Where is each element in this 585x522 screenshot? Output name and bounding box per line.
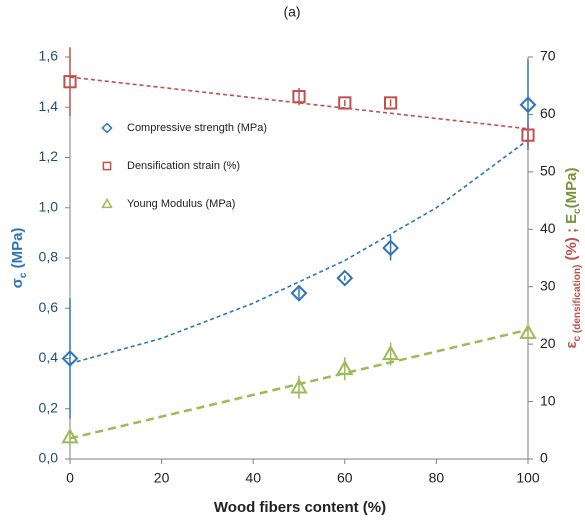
y2-tick-label: 70 <box>540 48 556 64</box>
x-axis-label: Wood fibers content (%) <box>214 499 386 516</box>
y-axis-label-part: c <box>18 272 29 278</box>
marker <box>521 128 535 142</box>
marker <box>61 350 79 367</box>
marker <box>336 269 354 287</box>
x-tick-label: 60 <box>337 470 353 486</box>
y2-tick-label: 0 <box>540 450 548 466</box>
legend-label: Young Modulus (MPa) <box>127 198 235 210</box>
marker <box>519 323 537 339</box>
y2-tick-label: 10 <box>540 392 556 408</box>
y2-tick-label: 30 <box>540 277 556 293</box>
y2-tick-label: 60 <box>540 105 556 121</box>
chart-title: (a) <box>283 4 300 20</box>
y-tick-label: 0,4 <box>39 349 59 365</box>
y-axis-label: σc (MPa) <box>9 228 29 289</box>
marker <box>290 284 308 302</box>
y-tick-label: 1,4 <box>39 98 59 114</box>
marker <box>292 90 306 104</box>
y-tick-label: 1,6 <box>39 48 59 64</box>
y-tick-label: 0,2 <box>39 399 59 415</box>
marker <box>519 96 537 114</box>
legend-label: Compressive strength (MPa) <box>127 122 267 134</box>
marker <box>102 161 112 171</box>
x-tick-label: 20 <box>154 470 170 486</box>
y2-tick-label: 20 <box>540 335 556 351</box>
y-tick-label: 1,0 <box>39 198 59 214</box>
y2-axis-label-part: ε <box>563 341 580 348</box>
legend-label: Densification strain (%) <box>127 160 240 172</box>
x-tick-label: 80 <box>429 470 445 486</box>
y-tick-label: 0,6 <box>39 299 59 315</box>
x-tick-label: 100 <box>516 470 540 486</box>
y2-axis-label-part: (%) ; <box>563 224 580 265</box>
y2-axis-label-part: c (densification) <box>572 265 583 342</box>
marker <box>61 428 79 444</box>
marker <box>381 344 400 361</box>
marker <box>101 122 113 134</box>
y2-tick-label: 50 <box>540 163 556 179</box>
marker <box>63 75 77 89</box>
y-tick-label: 0,0 <box>39 450 59 466</box>
y-tick-label: 1,2 <box>39 148 59 164</box>
marker <box>336 359 354 376</box>
y2-axis-label-part: (MPa) <box>563 167 580 208</box>
marker <box>384 96 398 110</box>
y-axis-label-part: σ <box>9 278 26 288</box>
y2-tick-label: 40 <box>540 220 556 236</box>
y2-axis-label-part: E <box>563 214 580 224</box>
y-tick-label: 0,8 <box>39 249 59 265</box>
y2-axis-label-part: c <box>572 208 583 214</box>
trendline <box>69 139 529 365</box>
y2-axis-label: εc (densification) (%) ; Ec(MPa) <box>563 167 583 348</box>
marker <box>101 197 113 209</box>
marker <box>290 378 308 394</box>
y-axis-label-part: (MPa) <box>9 228 26 273</box>
x-tick-label: 0 <box>66 470 74 486</box>
marker <box>338 96 352 110</box>
x-tick-label: 40 <box>245 470 261 486</box>
marker <box>382 239 400 257</box>
